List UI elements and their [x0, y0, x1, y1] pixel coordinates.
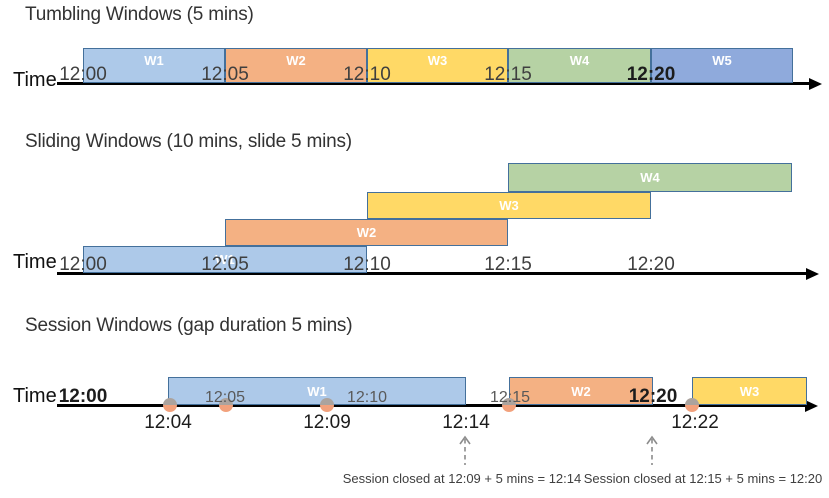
- event-dot-session-5: [685, 398, 699, 412]
- section-title-tumbling: Tumbling Windows (5 mins): [25, 4, 254, 25]
- time-axis-label-sliding: Time: [13, 251, 57, 273]
- time-axis-label-tumbling: Time: [13, 69, 57, 91]
- axis-arrowhead-icon-sliding: [806, 268, 819, 280]
- tick-label-session-1215: 12:15: [489, 389, 531, 406]
- window-tumbling-w4: W4: [508, 48, 651, 83]
- event-time-label-1209: 12:09: [303, 412, 351, 433]
- tick-label-session-1200: 12:00: [58, 386, 108, 407]
- tick-label-tumbling-1205: 12:05: [201, 64, 249, 85]
- window-label-tumbling-w4: W4: [569, 53, 590, 68]
- window-label-sliding-w2: W2: [356, 225, 377, 240]
- tick-label-session-1205: 12:05: [204, 389, 246, 406]
- tick-label-sliding-1205: 12:05: [201, 254, 249, 275]
- tick-label-sliding-1200: 12:00: [59, 254, 107, 275]
- time-axis-line-session: [57, 404, 805, 407]
- event-dot-session-4: [502, 398, 516, 412]
- window-label-tumbling-w5: W5: [712, 53, 732, 68]
- tick-label-session-1210: 12:10: [346, 389, 388, 406]
- event-dot-session-2: [219, 398, 233, 412]
- section-title-session: Session Windows (gap duration 5 mins): [25, 315, 353, 336]
- tick-label-tumbling-1215: 12:15: [484, 64, 532, 85]
- window-session-w2: W2: [509, 377, 653, 405]
- window-label-session-w1: W1: [307, 383, 327, 399]
- window-sliding-w1: W1: [83, 246, 367, 273]
- time-axis-line-sliding: [57, 272, 806, 275]
- tick-label-session-1220: 12:20: [628, 386, 678, 407]
- tick-label-sliding-1210: 12:10: [343, 254, 391, 275]
- window-label-sliding-w3: W3: [499, 198, 519, 213]
- window-label-sliding-w4: W4: [640, 170, 660, 185]
- axis-arrowhead-icon-tumbling: [809, 78, 822, 90]
- tick-label-sliding-1215: 12:15: [484, 254, 532, 275]
- window-session-w1: W1: [168, 377, 466, 405]
- window-sliding-w3: W3: [367, 192, 651, 219]
- event-time-label-1204: 12:04: [144, 412, 192, 433]
- event-time-label-1222: 12:22: [671, 412, 719, 433]
- session-close-annotation-2: Session closed at 12:15 + 5 mins = 12:20: [583, 471, 823, 486]
- session-close-arrow-icon-2: [645, 435, 659, 465]
- window-session-w3: W3: [692, 377, 807, 405]
- tick-label-sliding-1220: 12:20: [627, 254, 675, 275]
- window-tumbling-w1: W1: [83, 48, 225, 83]
- window-tumbling-w5: W5: [651, 48, 793, 83]
- tick-label-tumbling-1210: 12:10: [343, 64, 391, 85]
- event-time-label-1214: 12:14: [442, 412, 490, 433]
- time-axis-line-tumbling: [57, 82, 810, 85]
- window-label-tumbling-w2: W2: [286, 53, 306, 68]
- window-label-session-w3: W3: [739, 383, 760, 399]
- window-label-tumbling-w1: W1: [144, 53, 164, 68]
- session-close-arrow-icon-1: [458, 435, 472, 465]
- event-dot-session-1: [163, 398, 177, 412]
- window-tumbling-w3: W3: [367, 48, 508, 83]
- window-label-session-w2: W2: [571, 383, 591, 399]
- tick-label-tumbling-1200: 12:00: [59, 64, 107, 85]
- axis-arrowhead-icon-session: [805, 400, 818, 412]
- window-label-tumbling-w3: W3: [427, 53, 448, 68]
- window-label-sliding-w1: W1: [215, 252, 235, 267]
- time-axis-label-session: Time: [13, 385, 57, 407]
- event-dot-session-3: [320, 398, 334, 412]
- window-tumbling-w2: W2: [225, 48, 367, 83]
- session-close-annotation-1: Session closed at 12:09 + 5 mins = 12:14: [342, 471, 582, 486]
- tick-label-tumbling-1220: 12:20: [626, 64, 676, 85]
- window-sliding-w4: W4: [508, 163, 792, 192]
- section-title-sliding: Sliding Windows (10 mins, slide 5 mins): [25, 131, 352, 152]
- window-sliding-w2: W2: [225, 219, 508, 246]
